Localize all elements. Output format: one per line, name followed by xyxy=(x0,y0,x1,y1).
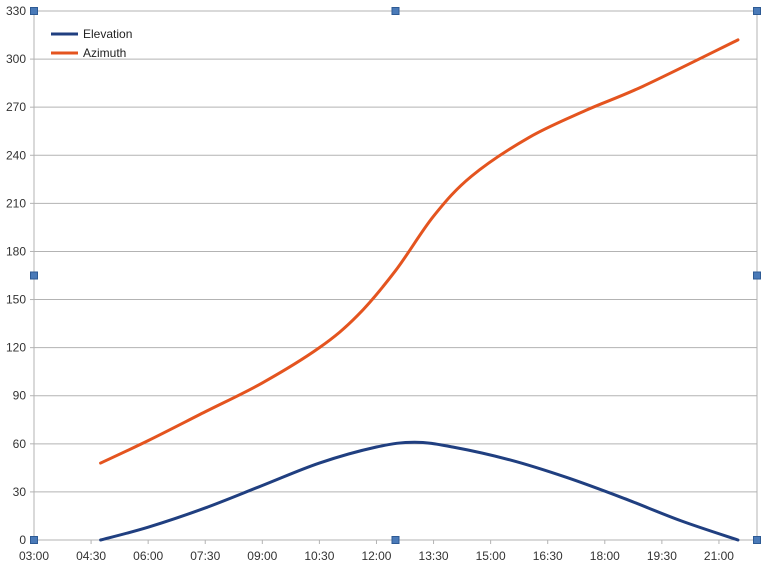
resize-handle[interactable] xyxy=(391,7,400,15)
y-tick-label: 0 xyxy=(19,533,26,547)
x-tick-label: 18:00 xyxy=(590,549,620,563)
y-tick-label: 90 xyxy=(13,389,27,403)
resize-handle[interactable] xyxy=(30,7,38,15)
x-tick-label: 10:30 xyxy=(304,549,334,563)
x-tick-label: 09:00 xyxy=(247,549,277,563)
x-tick-label: 16:30 xyxy=(533,549,563,563)
x-tick-label: 07:30 xyxy=(190,549,220,563)
resize-handle[interactable] xyxy=(753,271,761,280)
y-tick-label: 330 xyxy=(6,4,26,18)
selection-handles[interactable] xyxy=(30,7,761,544)
legend-label: Elevation xyxy=(83,27,132,41)
y-tick-label: 120 xyxy=(6,341,26,355)
legend: Elevation Azimuth xyxy=(51,27,132,60)
legend-label: Azimuth xyxy=(83,46,126,60)
x-tick-label: 06:00 xyxy=(133,549,163,563)
y-tick-label: 150 xyxy=(6,293,26,307)
resize-handle[interactable] xyxy=(30,271,38,280)
y-tick-label: 60 xyxy=(13,437,27,451)
y-tick-label: 240 xyxy=(6,148,26,162)
resize-handle[interactable] xyxy=(30,536,38,544)
series-line-azimuth xyxy=(99,38,740,465)
y-tick-label: 30 xyxy=(13,485,27,499)
y-tick-label: 210 xyxy=(6,196,26,210)
axes: 0 30 60 90 120 150 180 210 240 270 300 330 03:00 04:3… xyxy=(6,4,757,563)
resize-handle[interactable] xyxy=(753,536,761,544)
x-tick-label: 19:30 xyxy=(647,549,677,563)
x-tick-label: 03:00 xyxy=(19,549,49,563)
x-tick-label: 13:30 xyxy=(419,549,449,563)
y-tick-label: 270 xyxy=(6,100,26,114)
x-tick-label: 15:00 xyxy=(476,549,506,563)
y-tick-label: 180 xyxy=(6,244,26,258)
resize-handle[interactable] xyxy=(391,536,400,544)
x-tick-label: 12:00 xyxy=(361,549,391,563)
x-tick-label: 21:00 xyxy=(704,549,734,563)
series-lines xyxy=(99,38,740,542)
y-tick-label: 300 xyxy=(6,52,26,66)
series-line-elevation xyxy=(99,440,740,542)
x-tick-label: 04:30 xyxy=(76,549,106,563)
resize-handle[interactable] xyxy=(753,7,761,15)
